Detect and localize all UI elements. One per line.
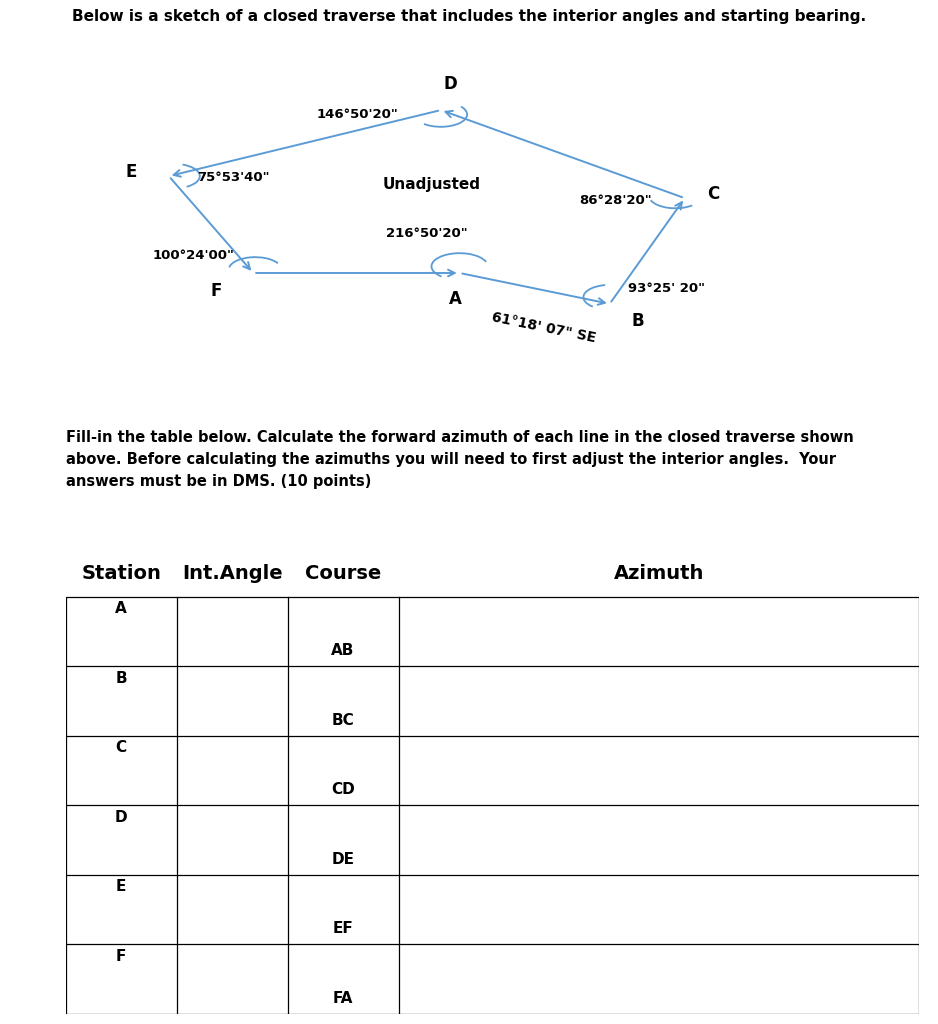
Text: A: A [115,601,127,616]
Text: AB: AB [331,643,355,658]
Text: 100°24'00": 100°24'00" [153,249,234,262]
Text: Below is a sketch of a closed traverse that includes the interior angles and sta: Below is a sketch of a closed traverse t… [72,9,866,24]
Text: 86°28'20": 86°28'20" [580,194,652,207]
Text: 75°53'40": 75°53'40" [197,171,269,183]
Text: A: A [448,291,461,308]
Text: D: D [114,810,128,825]
Text: 93°25' 20": 93°25' 20" [628,282,705,295]
Text: C: C [706,184,719,203]
Text: Course: Course [305,564,381,584]
Text: Fill-in the table below. Calculate the forward azimuth of each line in the close: Fill-in the table below. Calculate the f… [66,430,854,489]
Text: CD: CD [331,782,355,798]
Text: B: B [115,671,127,686]
Text: Azimuth: Azimuth [613,564,704,584]
Text: E: E [126,163,137,180]
Text: FA: FA [333,991,354,1006]
Text: E: E [116,880,127,894]
Text: EF: EF [333,922,354,936]
Text: Unadjusted: Unadjusted [383,177,480,193]
Text: D: D [444,75,457,92]
Text: 146°50'20": 146°50'20" [317,108,399,121]
Text: B: B [631,312,644,331]
Text: 216°50'20": 216°50'20" [386,227,468,240]
Text: 61°18' 07" SE: 61°18' 07" SE [491,310,598,345]
Text: BC: BC [332,713,355,728]
Text: F: F [116,949,127,964]
Text: Station: Station [82,564,161,584]
Text: DE: DE [331,852,355,867]
Text: Int.Angle: Int.Angle [182,564,282,584]
Text: F: F [210,282,221,300]
Text: C: C [115,740,127,756]
